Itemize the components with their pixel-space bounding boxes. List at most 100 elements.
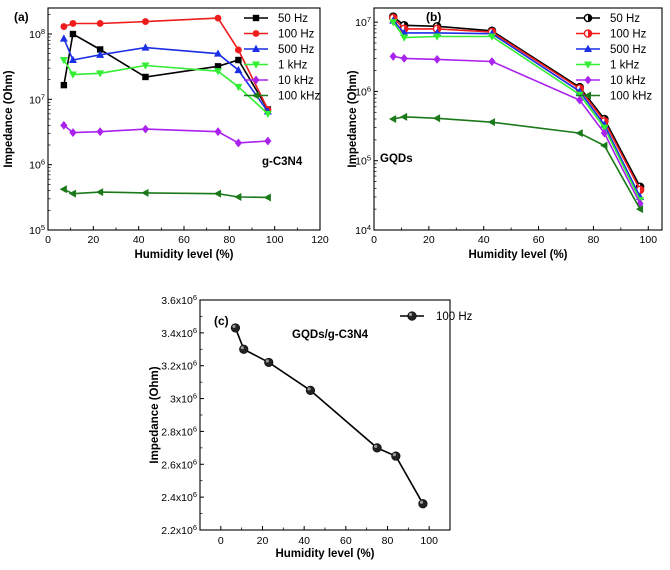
x-tick-label: 60	[340, 535, 352, 547]
x-tick-label: 20	[423, 234, 435, 246]
data-point-body	[230, 323, 241, 333]
legend-label: 1 kHz	[610, 60, 640, 72]
legend-swatch-marker	[583, 13, 593, 23]
legend-swatch-marker	[584, 61, 592, 69]
x-tick-label: 20	[87, 234, 99, 246]
y-tick-label: 105	[355, 154, 371, 168]
y-tick-label: 3.2x106	[161, 359, 197, 373]
legend-entry: 500 Hz	[576, 44, 647, 56]
legend-label: 10 kHz	[278, 75, 314, 87]
x-tick-label: 40	[133, 234, 145, 246]
sample-annotation: g-C3N4	[262, 156, 303, 168]
legend-swatch-marker	[583, 29, 593, 38]
x-axis-label: Humidity level (%)	[275, 548, 374, 560]
y-axis-label: Impedance (Ohm)	[3, 70, 15, 167]
legend-entry: 10 kHz	[576, 75, 646, 87]
series-line	[393, 55, 641, 205]
y-tick-label: 3x106	[170, 392, 197, 406]
series-line	[234, 327, 424, 505]
legend-entry: 100 Hz	[576, 29, 647, 41]
data-point	[433, 33, 442, 41]
x-tick-label: 80	[588, 234, 600, 246]
data-point	[575, 129, 583, 138]
legend-entry: 1 kHz	[576, 60, 640, 72]
y-tick-label: 2.8x106	[161, 424, 197, 438]
series-1-khz	[389, 19, 645, 205]
data-point	[234, 138, 242, 148]
data-point	[59, 185, 67, 194]
legend-swatch-marker-shine	[409, 312, 413, 317]
data-point	[141, 43, 150, 51]
y-tick-label: 107	[29, 92, 45, 106]
series-100-khz	[59, 185, 271, 202]
data-point	[96, 70, 105, 78]
legend-swatch-marker-half	[588, 29, 592, 38]
legend-swatch-marker-body	[407, 311, 417, 321]
data-point	[142, 73, 149, 81]
series-100-hz	[230, 323, 428, 509]
data-point	[142, 18, 149, 25]
panel-label: (a)	[14, 10, 29, 24]
legend: 50 Hz 100 Hz 500 Hz 1 kHz 10 kHz 100 kHz	[244, 13, 320, 103]
data-point	[391, 451, 401, 461]
data-point	[69, 30, 77, 38]
x-tick-label: 0	[45, 234, 51, 246]
data-point	[600, 128, 608, 138]
x-tick-label: 40	[478, 234, 490, 246]
series-line	[392, 17, 641, 191]
series-10-khz	[60, 120, 272, 148]
y-axis-label: Impedance (Ohm)	[347, 70, 359, 167]
data-point	[95, 188, 104, 197]
data-point-shine	[374, 444, 378, 448]
y-tick-label: 107	[355, 15, 371, 29]
y-tick-label: 106	[355, 84, 371, 98]
data-point	[433, 54, 441, 64]
legend-swatch-marker	[252, 75, 260, 85]
panel-label: (c)	[214, 314, 229, 328]
sample-annotation: GQDs	[380, 153, 413, 165]
series-100-hz	[388, 13, 645, 195]
legend-entry: 1 kHz	[244, 60, 308, 72]
x-tick-label: 80	[382, 535, 394, 547]
legend-swatch-marker	[251, 91, 259, 100]
sample-annotation: GQDs/g-C3N4	[292, 329, 369, 341]
data-point	[635, 205, 644, 214]
data-point-shine	[307, 387, 311, 391]
data-point	[399, 112, 408, 121]
data-point	[389, 19, 398, 27]
x-tick-label: 20	[257, 535, 269, 547]
legend-label: 100 Hz	[278, 29, 315, 41]
data-point	[68, 189, 76, 198]
x-axis-label: Humidity level (%)	[468, 249, 567, 261]
legend-label: 50 Hz	[278, 13, 308, 25]
series-50-hz	[388, 12, 645, 192]
legend-swatch-marker	[252, 14, 260, 22]
chart-panel-c: 0 20 40 60 80 100 2.2x106 2.4x106 2.6x106 2.8x106…	[149, 293, 473, 560]
series-500-hz	[389, 16, 645, 200]
legend-label: 100 kHz	[610, 91, 652, 103]
y-axis-label: Impedance (Ohm)	[149, 366, 161, 463]
legend-swatch-marker	[584, 44, 592, 52]
y-tick-label: 105	[29, 223, 45, 237]
legend-swatch-marker	[407, 311, 417, 321]
data-point-shine	[232, 324, 236, 329]
legend-swatch-marker	[252, 44, 260, 52]
data-point	[235, 46, 242, 54]
series-500-hz	[59, 34, 272, 115]
data-point	[264, 357, 274, 368]
data-point	[418, 499, 428, 509]
y-tick-label: 2.4x106	[161, 490, 197, 504]
data-point	[213, 189, 221, 198]
data-point	[96, 20, 104, 27]
legend-label: 50 Hz	[610, 13, 640, 25]
data-point	[214, 127, 222, 137]
data-point-shine	[240, 346, 244, 350]
legend-swatch-marker	[252, 30, 260, 37]
data-point	[60, 81, 68, 89]
legend-entry: 10 kHz	[244, 75, 314, 87]
data-point	[141, 124, 150, 134]
legend-label: 100 Hz	[436, 311, 473, 323]
y-tick-label: 2.2x106	[161, 523, 197, 537]
y-tick-label: 3.6x106	[161, 293, 197, 307]
